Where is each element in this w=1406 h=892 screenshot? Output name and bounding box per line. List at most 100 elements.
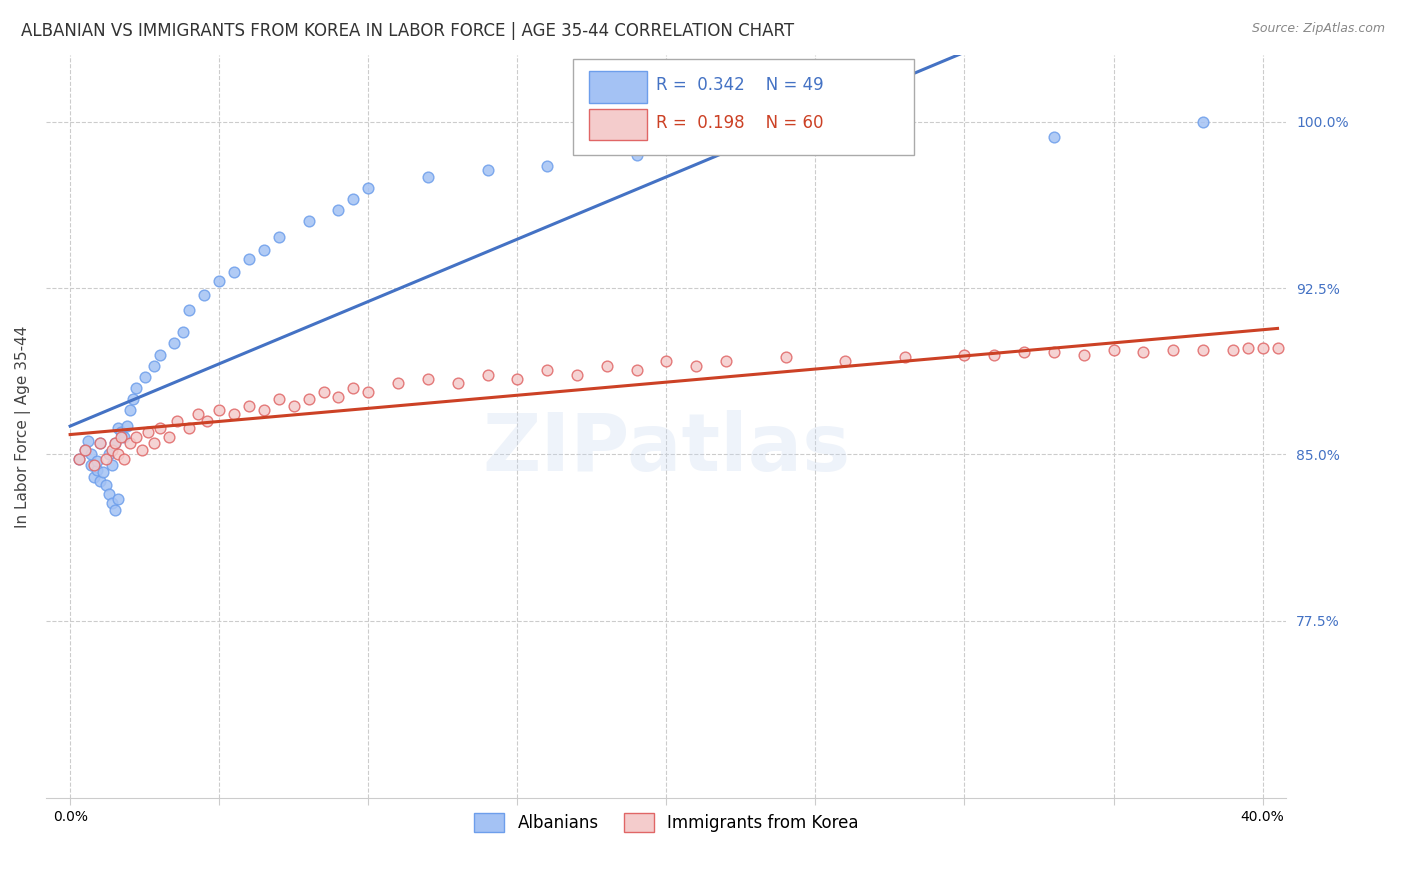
Point (80, 447, 103, 461)
Point (283, 399, 305, 413)
Point (312, 385, 335, 400)
Point (73, 442, 96, 457)
FancyBboxPatch shape (574, 59, 914, 155)
Point (91, 465, 114, 479)
Point (596, 359, 619, 373)
Point (118, 403, 141, 417)
Point (267, 230, 290, 244)
Point (110, 425, 132, 440)
Point (67, 451, 90, 466)
Point (157, 429, 180, 443)
Point (121, 392, 143, 406)
Point (267, 392, 290, 406)
Point (357, 385, 380, 400)
Point (626, 148, 648, 162)
Point (208, 274, 231, 288)
Point (104, 436, 127, 450)
Point (97, 447, 120, 461)
Point (89, 436, 111, 450)
Point (148, 347, 170, 361)
Point (477, 163, 499, 178)
Point (80, 458, 103, 473)
Point (1251, 341, 1274, 355)
Point (166, 414, 188, 428)
Point (1102, 343, 1125, 358)
Point (1012, 345, 1035, 359)
Point (238, 252, 260, 267)
Point (685, 359, 707, 373)
Point (953, 347, 976, 361)
Point (328, 390, 350, 404)
Point (94, 451, 117, 466)
Point (104, 503, 127, 517)
Point (834, 354, 856, 368)
Point (89, 436, 111, 450)
Point (107, 447, 129, 461)
Point (125, 381, 148, 395)
Point (222, 408, 245, 422)
Point (1132, 345, 1154, 359)
Point (77, 434, 100, 448)
Point (125, 429, 148, 443)
Point (416, 170, 439, 185)
Text: R =  0.342    N = 49: R = 0.342 N = 49 (657, 76, 824, 94)
Point (536, 363, 558, 377)
Point (1192, 114, 1215, 128)
Point (107, 421, 129, 435)
Point (714, 354, 737, 368)
Point (983, 347, 1005, 361)
Point (136, 425, 159, 440)
Point (179, 303, 201, 318)
Point (714, 141, 737, 155)
Point (142, 359, 165, 373)
Point (195, 414, 218, 428)
Point (416, 372, 439, 386)
Point (894, 350, 917, 364)
Point (193, 287, 215, 301)
Point (208, 403, 231, 417)
Point (1192, 343, 1215, 358)
Point (83, 458, 105, 473)
Point (1043, 130, 1066, 145)
Point (298, 214, 321, 228)
Point (107, 491, 129, 506)
Point (104, 436, 127, 450)
Point (67, 451, 90, 466)
Legend: Albanians, Immigrants from Korea: Albanians, Immigrants from Korea (461, 799, 872, 846)
Point (142, 436, 165, 450)
Point (163, 336, 186, 351)
Point (101, 458, 124, 473)
Y-axis label: In Labor Force | Age 35-44: In Labor Force | Age 35-44 (15, 326, 31, 528)
Point (134, 369, 156, 384)
Point (328, 203, 350, 218)
Point (86, 463, 108, 477)
Point (172, 326, 194, 340)
Text: ZIPatlas: ZIPatlas (482, 410, 851, 488)
Point (357, 181, 380, 195)
Point (148, 421, 170, 435)
Point (1073, 347, 1095, 361)
Text: R =  0.198    N = 60: R = 0.198 N = 60 (657, 114, 824, 133)
Point (253, 244, 276, 258)
Point (655, 354, 678, 368)
Point (101, 442, 124, 457)
Text: ALBANIAN VS IMMIGRANTS FROM KOREA IN LABOR FORCE | AGE 35-44 CORRELATION CHART: ALBANIAN VS IMMIGRANTS FROM KOREA IN LAB… (21, 22, 794, 40)
Point (565, 368, 588, 382)
Point (73, 442, 96, 457)
Point (86, 454, 108, 468)
Point (626, 363, 648, 377)
Point (1222, 343, 1244, 358)
Point (110, 429, 132, 443)
Point (83, 469, 105, 483)
Point (1161, 343, 1184, 358)
Point (179, 421, 201, 435)
Point (775, 350, 797, 364)
Point (118, 436, 141, 450)
Point (187, 408, 209, 422)
Point (112, 429, 135, 443)
Point (506, 372, 529, 386)
Text: Source: ZipAtlas.com: Source: ZipAtlas.com (1251, 22, 1385, 36)
Point (101, 496, 124, 510)
Point (342, 192, 364, 206)
Point (342, 381, 364, 395)
